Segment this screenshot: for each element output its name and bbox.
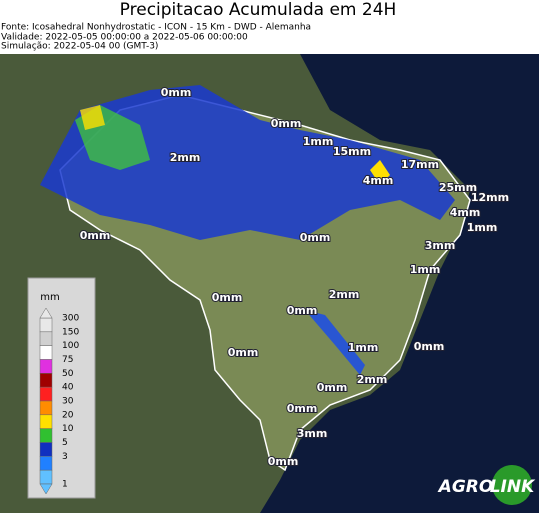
legend-swatch	[39, 331, 53, 346]
map-label: 2mm	[357, 373, 388, 386]
map-label: 2mm	[170, 151, 201, 164]
legend-swatch	[39, 428, 53, 443]
map-label: 3mm	[297, 427, 328, 440]
legend-swatch	[39, 359, 53, 374]
legend-label: 5	[62, 438, 68, 448]
map-label: 0mm	[414, 340, 445, 353]
map-label: 25mm	[439, 181, 477, 194]
legend-swatch	[39, 345, 53, 360]
logo-text: LINK	[490, 477, 536, 497]
legend-title: mm	[40, 292, 59, 303]
map-label: 1mm	[467, 221, 498, 234]
header-lines: Fonte: Icosahedral Nonhydrostatic - ICON…	[1, 23, 311, 52]
map-label: 4mm	[363, 174, 394, 187]
legend-bar: 300 150 100 75 50 40 30 20 10 5 3 1	[39, 307, 79, 495]
legend-label: 20	[62, 410, 74, 420]
rain-area	[40, 85, 455, 240]
legend-label: 300	[62, 314, 79, 324]
legend-swatch	[39, 442, 53, 457]
map-label: 0mm	[212, 291, 243, 304]
logo-text: AGRO	[437, 477, 494, 497]
map-label: 4mm	[450, 206, 481, 219]
rain-area	[305, 310, 365, 375]
map-label: 0mm	[271, 117, 302, 130]
legend-swatch	[39, 469, 53, 485]
map-label: 0mm	[268, 455, 299, 468]
legend-arrow	[39, 483, 53, 495]
map-label: 12mm	[471, 191, 509, 204]
map-label: 0mm	[228, 346, 259, 359]
header-line: Validade: 2022-05-05 00:00:00 a 2022-05-…	[1, 33, 248, 43]
map-label: 1mm	[410, 263, 441, 276]
legend-box	[27, 277, 96, 499]
map-label: 3mm	[425, 239, 456, 252]
legend-label: 40	[62, 383, 74, 393]
rain-area	[370, 160, 390, 185]
rain-area	[80, 105, 105, 130]
logo-circle	[492, 465, 532, 505]
map-label: 17mm	[401, 158, 439, 171]
legend: mm 300 150 100 75 50 40 30 20 10 5 3 1	[27, 277, 96, 499]
legend-label: 75	[62, 355, 73, 365]
legend-swatch	[39, 414, 53, 429]
legend-label: 3	[62, 452, 68, 462]
map-label: 0mm	[317, 381, 348, 394]
map-label: 0mm	[287, 402, 318, 415]
legend-swatch	[39, 317, 53, 333]
legend-label: 100	[62, 341, 79, 351]
legend-label: 10	[62, 424, 74, 434]
legend-arrow	[39, 307, 53, 319]
legend-label: 150	[62, 327, 79, 337]
header-line: Fonte: Icosahedral Nonhydrostatic - ICON…	[1, 23, 311, 33]
map-label: 1mm	[303, 135, 334, 148]
logo: AGRO LINK	[437, 465, 536, 505]
legend-swatch	[39, 373, 53, 388]
legend-swatch	[39, 456, 53, 471]
title: Precipitacao Acumulada em 24H	[120, 0, 397, 20]
map-label: 0mm	[80, 229, 111, 242]
legend-label: 50	[62, 369, 74, 379]
map-label: 1mm	[348, 341, 379, 354]
legend-swatch	[39, 400, 53, 416]
map-label: 0mm	[161, 86, 192, 99]
map-label: 15mm	[333, 145, 371, 158]
legend-swatch	[39, 386, 53, 402]
legend-label: 30	[62, 397, 74, 407]
legend-label: 1	[62, 480, 68, 490]
header-line: Simulação: 2022-05-04 00 (GMT-3)	[1, 42, 158, 52]
map-label: 0mm	[300, 231, 331, 244]
map-label: 2mm	[329, 288, 360, 301]
map-label: 0mm	[287, 304, 318, 317]
